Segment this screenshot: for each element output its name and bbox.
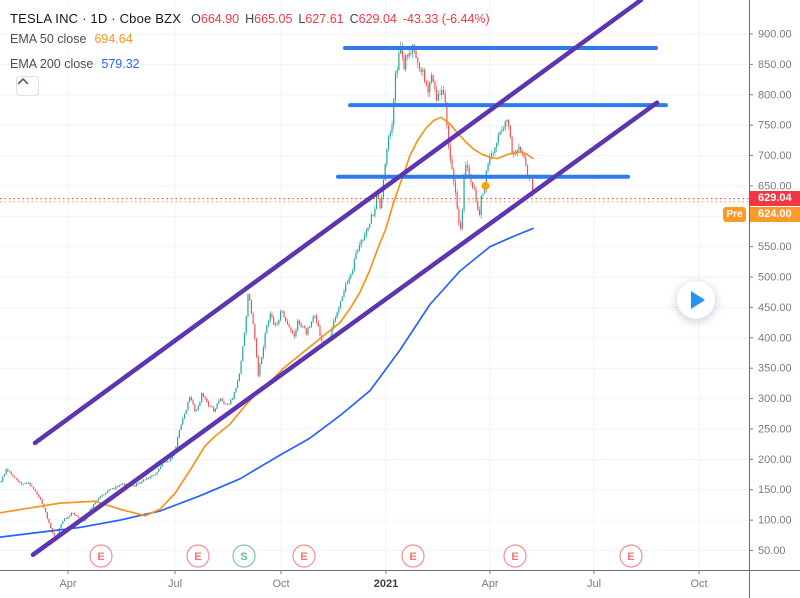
close-value: 629.04 bbox=[358, 12, 397, 26]
earnings-marker[interactable]: E bbox=[503, 544, 527, 568]
replay-play-button[interactable] bbox=[677, 281, 715, 319]
time-tick-label: Oct bbox=[272, 578, 289, 590]
chevron-up-icon bbox=[17, 78, 29, 85]
svg-text:E: E bbox=[511, 551, 518, 563]
price-tick-label: 750.00 bbox=[758, 120, 792, 132]
price-tick-label: 50.00 bbox=[758, 545, 786, 557]
svg-text:E: E bbox=[300, 551, 307, 563]
price-tick-label: 100.00 bbox=[758, 515, 792, 527]
price-axis-labels: 900.00850.00800.00750.00700.00650.00600.… bbox=[749, 29, 792, 557]
earnings-marker[interactable]: E bbox=[89, 544, 113, 568]
symbol-title[interactable]: TESLA INC · 1D · Cboe BZX bbox=[10, 11, 182, 26]
grid-layer bbox=[0, 0, 749, 570]
price-tick-label: 700.00 bbox=[758, 150, 792, 162]
price-tick-label: 800.00 bbox=[758, 89, 792, 101]
high-label: H bbox=[245, 12, 255, 26]
svg-text:E: E bbox=[97, 551, 104, 563]
time-axis-panel[interactable] bbox=[0, 570, 800, 598]
ema50-label: EMA 50 close bbox=[10, 32, 87, 46]
earnings-marker[interactable]: E bbox=[401, 544, 425, 568]
ema200-line[interactable] bbox=[0, 227, 534, 538]
low-value: 627.61 bbox=[305, 12, 344, 26]
ema200-value: 579.32 bbox=[101, 57, 140, 71]
price-axis-panel[interactable] bbox=[749, 0, 800, 598]
svg-text:S: S bbox=[240, 551, 247, 563]
change-value: -43.33 (-6.44%) bbox=[402, 12, 490, 26]
time-tick-label: Jul bbox=[168, 578, 182, 590]
open-value: 664.90 bbox=[200, 12, 240, 26]
time-tick-label: Apr bbox=[481, 578, 498, 590]
price-tick-label: 200.00 bbox=[758, 454, 792, 466]
price-tick-label: 250.00 bbox=[758, 423, 792, 435]
candles-layer[interactable] bbox=[0, 41, 534, 539]
last-price-badge: 629.04 bbox=[750, 191, 800, 206]
time-tick-label: Jul bbox=[587, 578, 601, 590]
symbol-title-row[interactable]: TESLA INC · 1D · Cboe BZX O664.90 H665.05 L… bbox=[10, 11, 490, 26]
ema50-value: 694.64 bbox=[94, 32, 133, 46]
split-marker[interactable]: S bbox=[232, 544, 256, 568]
price-tick-label: 500.00 bbox=[758, 272, 792, 284]
earnings-marker[interactable]: E bbox=[292, 544, 316, 568]
high-value: 665.05 bbox=[254, 12, 293, 26]
price-tick-label: 650.00 bbox=[758, 180, 792, 192]
price-tick-label: 850.00 bbox=[758, 59, 792, 71]
earnings-marker[interactable]: E bbox=[619, 544, 643, 568]
price-tick-label: 400.00 bbox=[758, 332, 792, 344]
dot-annotation[interactable] bbox=[481, 181, 490, 190]
svg-text:E: E bbox=[194, 551, 201, 563]
close-label: C bbox=[349, 12, 359, 26]
time-tick-label: 2021 bbox=[374, 578, 398, 590]
price-tick-label: 450.00 bbox=[758, 302, 792, 314]
play-icon bbox=[691, 291, 705, 309]
svg-text:E: E bbox=[409, 551, 416, 563]
trendline-channel-lower[interactable] bbox=[30, 100, 660, 558]
time-tick-label: Apr bbox=[59, 578, 76, 590]
price-tick-label: 300.00 bbox=[758, 393, 792, 405]
ema200-label: EMA 200 close bbox=[10, 57, 94, 71]
indicator-row-ema50[interactable]: EMA 50 close 694.64 bbox=[10, 32, 133, 46]
collapse-indicators-button[interactable] bbox=[16, 76, 39, 96]
open-label: O bbox=[191, 12, 201, 26]
svg-text:E: E bbox=[627, 551, 634, 563]
price-tick-label: 350.00 bbox=[758, 363, 792, 375]
price-tick-label: 550.00 bbox=[758, 241, 792, 253]
earnings-marker[interactable]: E bbox=[186, 544, 210, 568]
price-tick-label: 150.00 bbox=[758, 484, 792, 496]
premarket-tag: Pre bbox=[723, 207, 746, 222]
time-axis-labels: Apr Jul Oct 2021 Apr Jul Oct bbox=[59, 570, 708, 590]
premarket-price-badge: 624.00 bbox=[750, 207, 800, 222]
low-label: L bbox=[298, 12, 306, 26]
trendline-channel-upper[interactable] bbox=[32, 0, 644, 446]
ema50-line[interactable] bbox=[0, 116, 534, 517]
price-tick-label: 900.00 bbox=[758, 29, 792, 41]
time-tick-label: Oct bbox=[690, 578, 707, 590]
indicator-row-ema200[interactable]: EMA 200 close 579.32 bbox=[10, 57, 140, 71]
